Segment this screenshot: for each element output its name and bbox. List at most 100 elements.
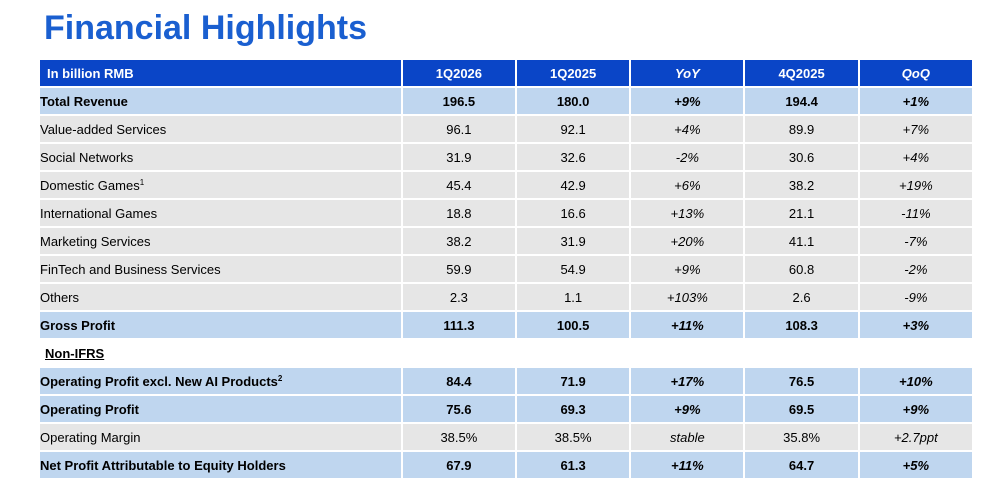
- cell-qoq: -11%: [857, 200, 972, 226]
- table-row: Gross Profit 111.3 100.5 +11% 108.3 +3%: [40, 312, 972, 338]
- cell-1q2026: 38.2: [400, 228, 515, 254]
- table-row: Value-added Services 96.1 92.1 +4% 89.9 …: [40, 116, 972, 142]
- cell-1q2026: 38.5%: [400, 424, 515, 450]
- table-header-row: In billion RMB 1Q2026 1Q2025 YoY 4Q2025 …: [40, 60, 972, 86]
- row-label: Total Revenue: [40, 88, 401, 114]
- cell-1q2026: 45.4: [400, 172, 515, 198]
- table-row: Domestic Games1 45.4 42.9 +6% 38.2 +19%: [40, 172, 972, 198]
- empty-cell: [743, 340, 858, 366]
- cell-4q2025: 38.2: [743, 172, 858, 198]
- header-1q2025: 1Q2025: [515, 60, 630, 86]
- cell-1q2026: 96.1: [400, 116, 515, 142]
- cell-qoq: +3%: [857, 312, 972, 338]
- cell-1q2025: 180.0: [515, 88, 630, 114]
- table-row: Total Revenue 196.5 180.0 +9% 194.4 +1%: [40, 88, 972, 114]
- cell-1q2025: 69.3: [515, 396, 630, 422]
- cell-4q2025: 41.1: [743, 228, 858, 254]
- cell-1q2026: 31.9: [400, 144, 515, 170]
- cell-qoq: -7%: [857, 228, 972, 254]
- cell-4q2025: 30.6: [743, 144, 858, 170]
- empty-cell: [400, 340, 515, 366]
- cell-yoy: -2%: [629, 144, 744, 170]
- table-row: Others 2.3 1.1 +103% 2.6 -9%: [40, 284, 972, 310]
- cell-4q2025: 21.1: [743, 200, 858, 226]
- cell-yoy: +20%: [629, 228, 744, 254]
- header-1q2026: 1Q2026: [400, 60, 515, 86]
- cell-4q2025: 89.9: [743, 116, 858, 142]
- footnote-marker: 1: [139, 177, 145, 187]
- table-row: International Games 18.8 16.6 +13% 21.1 …: [40, 200, 972, 226]
- row-label: Operating Margin: [40, 424, 401, 450]
- footnote-marker: 2: [277, 373, 283, 383]
- header-4q2025: 4Q2025: [743, 60, 858, 86]
- row-label: Value-added Services: [40, 116, 401, 142]
- cell-yoy: +6%: [629, 172, 744, 198]
- cell-4q2025: 64.7: [743, 452, 858, 478]
- cell-1q2025: 32.6: [515, 144, 630, 170]
- row-label: Domestic Games1: [40, 172, 401, 198]
- cell-qoq: +7%: [857, 116, 972, 142]
- cell-yoy: +13%: [629, 200, 744, 226]
- cell-4q2025: 69.5: [743, 396, 858, 422]
- cell-1q2025: 16.6: [515, 200, 630, 226]
- cell-4q2025: 76.5: [743, 368, 858, 394]
- cell-qoq: +1%: [857, 88, 972, 114]
- cell-1q2025: 1.1: [515, 284, 630, 310]
- cell-yoy: +11%: [629, 312, 744, 338]
- empty-cell: [629, 340, 744, 366]
- row-label: International Games: [40, 200, 401, 226]
- page-title: Financial Highlights: [44, 9, 368, 47]
- financial-highlights-table: In billion RMB 1Q2026 1Q2025 YoY 4Q2025 …: [40, 58, 972, 480]
- table-row: Operating Profit 75.6 69.3 +9% 69.5 +9%: [40, 396, 972, 422]
- empty-cell: [857, 340, 972, 366]
- cell-1q2026: 67.9: [400, 452, 515, 478]
- row-label: Operating Profit: [40, 396, 401, 422]
- cell-qoq: -9%: [857, 284, 972, 310]
- section-heading-non-ifrs: Non-IFRS: [40, 340, 401, 366]
- table-row: Operating Profit excl. New AI Products2 …: [40, 368, 972, 394]
- cell-yoy: +9%: [629, 88, 744, 114]
- cell-1q2026: 111.3: [400, 312, 515, 338]
- cell-4q2025: 60.8: [743, 256, 858, 282]
- cell-1q2025: 92.1: [515, 116, 630, 142]
- cell-qoq: +10%: [857, 368, 972, 394]
- header-unit: In billion RMB: [40, 60, 401, 86]
- row-label: Marketing Services: [40, 228, 401, 254]
- header-qoq: QoQ: [857, 60, 972, 86]
- cell-1q2025: 100.5: [515, 312, 630, 338]
- cell-1q2026: 59.9: [400, 256, 515, 282]
- cell-yoy: +103%: [629, 284, 744, 310]
- table-row: Net Profit Attributable to Equity Holder…: [40, 452, 972, 478]
- cell-qoq: +2.7ppt: [857, 424, 972, 450]
- cell-1q2025: 38.5%: [515, 424, 630, 450]
- cell-yoy: +11%: [629, 452, 744, 478]
- cell-qoq: -2%: [857, 256, 972, 282]
- empty-cell: [515, 340, 630, 366]
- cell-yoy: +9%: [629, 396, 744, 422]
- cell-yoy: +17%: [629, 368, 744, 394]
- cell-yoy: stable: [629, 424, 744, 450]
- cell-1q2025: 42.9: [515, 172, 630, 198]
- cell-1q2026: 75.6: [400, 396, 515, 422]
- row-label: Net Profit Attributable to Equity Holder…: [40, 452, 401, 478]
- cell-4q2025: 108.3: [743, 312, 858, 338]
- cell-qoq: +5%: [857, 452, 972, 478]
- cell-4q2025: 2.6: [743, 284, 858, 310]
- cell-yoy: +4%: [629, 116, 744, 142]
- cell-1q2025: 31.9: [515, 228, 630, 254]
- table-row: Social Networks 31.9 32.6 -2% 30.6 +4%: [40, 144, 972, 170]
- row-label: FinTech and Business Services: [40, 256, 401, 282]
- cell-1q2026: 84.4: [400, 368, 515, 394]
- row-label: Operating Profit excl. New AI Products2: [40, 368, 401, 394]
- cell-1q2025: 54.9: [515, 256, 630, 282]
- cell-yoy: +9%: [629, 256, 744, 282]
- cell-qoq: +4%: [857, 144, 972, 170]
- section-row: Non-IFRS: [40, 340, 972, 366]
- cell-1q2025: 61.3: [515, 452, 630, 478]
- row-label: Gross Profit: [40, 312, 401, 338]
- cell-qoq: +9%: [857, 396, 972, 422]
- cell-1q2026: 196.5: [400, 88, 515, 114]
- row-label: Others: [40, 284, 401, 310]
- table-row: FinTech and Business Services 59.9 54.9 …: [40, 256, 972, 282]
- table-row: Operating Margin 38.5% 38.5% stable 35.8…: [40, 424, 972, 450]
